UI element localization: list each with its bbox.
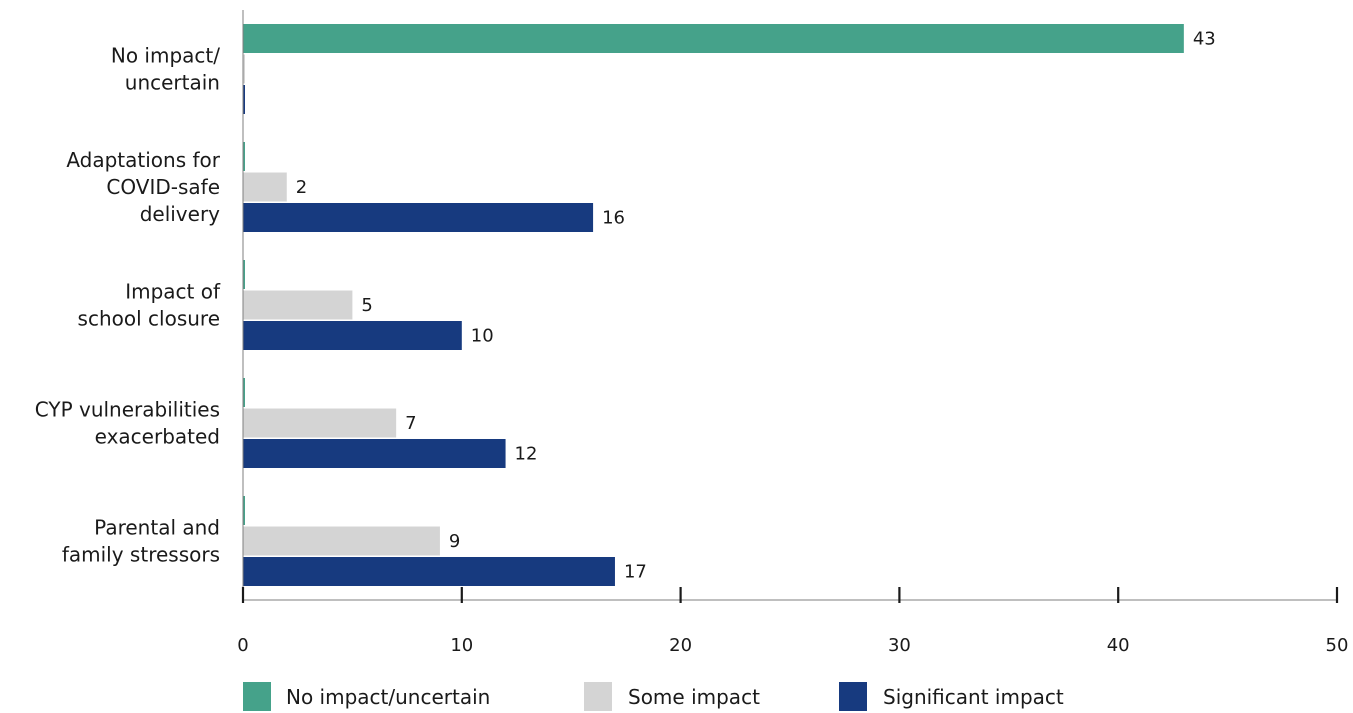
category-label-line: Parental and: [94, 516, 220, 540]
category-label-line: No impact/: [111, 44, 220, 68]
category-label: Impact of school closure: [78, 280, 221, 331]
data-label: 5: [361, 295, 372, 316]
bar-1-series-1: [243, 24, 1184, 53]
data-label: 16: [602, 208, 625, 229]
data-label: 43: [1193, 29, 1216, 50]
legend-label: Significant impact: [883, 685, 1064, 709]
bar-4-series-1: [243, 378, 245, 407]
legend-swatch: [584, 682, 612, 711]
axes-layer: 0 10 20 30 40 50: [237, 10, 1348, 656]
data-label: 17: [624, 562, 647, 583]
bar-1-series-2: [243, 54, 245, 84]
category-label-line: delivery: [140, 202, 220, 226]
bar-2-series-2: [243, 172, 287, 202]
legend-swatch: [243, 682, 271, 711]
data-label: 12: [515, 444, 538, 465]
bar-4-series-3: [243, 439, 506, 468]
category-label-line: uncertain: [125, 71, 220, 95]
data-label: 2: [296, 177, 307, 198]
category-label: Parental and family stressors: [62, 516, 220, 567]
x-tick-label: 20: [669, 635, 692, 656]
x-tick-label: 30: [888, 635, 911, 656]
category-label: Adaptations for COVID-safe delivery: [66, 148, 220, 226]
category-label-line: COVID-safe: [106, 175, 220, 199]
x-tick-label: 50: [1326, 635, 1349, 656]
legend-label: Some impact: [628, 685, 760, 709]
bar-2-series-1: [243, 142, 245, 171]
category-label-line: family stressors: [62, 543, 220, 567]
category-label: No impact/uncertain: [111, 44, 220, 95]
category-label-line: exacerbated: [95, 425, 220, 449]
legend: No impact/uncertain Some impact Significan…: [243, 682, 1064, 711]
bars-layer: [243, 24, 1184, 586]
legend-label: No impact/uncertain: [286, 685, 490, 709]
bar-5-series-3: [243, 557, 615, 586]
category-label-line: Impact of: [125, 280, 221, 304]
bar-1-series-3: [243, 85, 245, 114]
bar-3-series-2: [243, 290, 353, 320]
bar-5-series-2: [243, 526, 440, 556]
bar-5-series-1: [243, 496, 245, 525]
bar-3-series-1: [243, 260, 245, 289]
x-tick-label: 10: [450, 635, 473, 656]
bar-4-series-2: [243, 408, 397, 438]
category-label: CYP vulnerabilities exacerbated: [35, 398, 220, 449]
category-label-line: school closure: [78, 307, 220, 331]
x-tick-label: 40: [1107, 635, 1130, 656]
data-label: 9: [449, 531, 460, 552]
category-labels-layer: No impact/uncertain Adaptations for COVID-…: [35, 44, 221, 567]
category-label-line: Adaptations for: [66, 148, 220, 172]
legend-swatch: [839, 682, 867, 711]
data-label: 10: [471, 326, 494, 347]
x-tick-label: 0: [237, 635, 248, 656]
bar-3-series-3: [243, 321, 462, 350]
category-label-line: CYP vulnerabilities: [35, 398, 220, 422]
data-labels-layer: 43 2 16 5 10 7 12 9 17: [296, 29, 1216, 583]
data-label: 7: [405, 413, 416, 434]
bar-2-series-3: [243, 203, 594, 232]
